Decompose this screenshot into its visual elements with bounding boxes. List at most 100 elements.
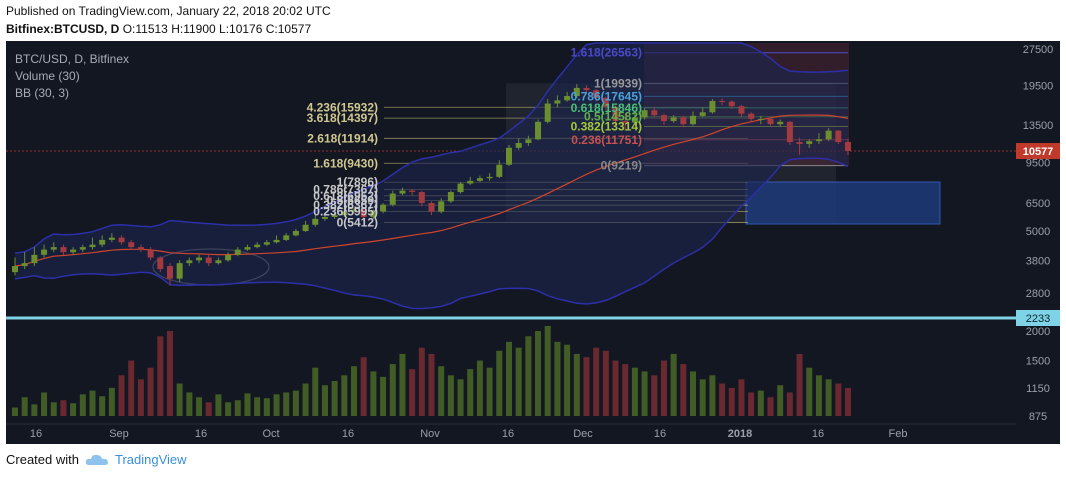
ohlc-high-prefix: H: (171, 22, 184, 36)
time-axis[interactable]: 16 Sep 16 Oct 16 Nov 16 Dec 16 2018 16 Feb (6, 423, 1016, 440)
volume-bar (660, 360, 667, 416)
candle-body (399, 190, 406, 194)
volume-bar (719, 383, 726, 416)
bb-lower-band (14, 157, 849, 310)
volume-bar (593, 347, 600, 416)
fib-extension-label: 0.786(7367) (313, 183, 378, 197)
volume-bar (467, 369, 474, 416)
candle-body (41, 249, 48, 255)
candle-body (486, 176, 493, 179)
volume-bar (89, 390, 96, 416)
candle-body (699, 112, 706, 116)
volume-bar (835, 383, 842, 416)
volume-bar (370, 371, 377, 416)
volume-bar (554, 341, 561, 416)
candle-body (573, 87, 580, 97)
candle-body (283, 235, 290, 240)
candle-body (31, 254, 38, 264)
volume-bar (699, 379, 706, 416)
bollinger-bands (14, 42, 849, 310)
candles (12, 84, 851, 286)
candle-body (583, 87, 590, 91)
candle-body (835, 130, 842, 143)
candle-body (535, 121, 542, 140)
price-axis[interactable]: 27500 19500 13500 9500 6500 5000 3800 2800 2000 1… (1016, 41, 1060, 444)
candle-body (225, 254, 232, 261)
price-tick-label: 6500 (1026, 198, 1050, 210)
symbol-ohlc-line: Bitfinex:BTCUSD, D O:11513 H:11900 L:101… (6, 22, 311, 36)
legend-volume: Volume (30) (15, 69, 80, 83)
candle-body (428, 202, 435, 212)
volume-bar (845, 387, 851, 416)
fib-retracement-label: 1(19939) (594, 76, 642, 90)
price-tick-label: 5000 (1026, 226, 1050, 238)
candle-body (273, 239, 280, 243)
fib-extension-label: 4.236(15932) (307, 100, 378, 114)
candle-body (641, 110, 648, 118)
candle-body (409, 190, 416, 193)
price-tick-label: 2800 (1026, 288, 1050, 300)
candle-body (70, 249, 77, 253)
candle-body (418, 192, 425, 203)
candle-body (544, 103, 551, 122)
candle-body (89, 244, 96, 248)
time-tick-label: 16 (30, 428, 42, 440)
candle-body (447, 192, 454, 202)
candle-body (389, 193, 396, 205)
bb-basis-ma (14, 114, 849, 267)
volume-bar (147, 367, 154, 416)
candle-body (244, 247, 251, 250)
price-chart[interactable]: 4.236(15932)3.618(14397) 2.618(11914) 1.61… (6, 41, 1060, 444)
volume-bar (254, 397, 261, 416)
tradingview-brand-link[interactable]: TradingView (114, 452, 187, 467)
last-price-tag (1016, 143, 1060, 160)
volume-bar (196, 397, 203, 416)
volume-bar (670, 353, 677, 416)
fib-extension-label: 0.5(6659) (327, 193, 378, 207)
volume-bar (622, 364, 629, 416)
volume-bar (60, 400, 67, 416)
volume-bar (709, 375, 716, 416)
candle-body (215, 260, 222, 264)
chart-panel[interactable]: 4.236(15932) 3.618(14397) 2.618(11914) 1.61… (6, 41, 1060, 444)
candle-body (690, 115, 697, 125)
volume-bar (544, 325, 551, 416)
fib-extension-label: 1.618(9430) (313, 156, 378, 170)
candle-body (321, 217, 328, 219)
volume-bars (12, 325, 851, 416)
candle-body (728, 101, 735, 107)
fib-extension-label: 1(7896) (337, 175, 378, 189)
candle-body (254, 244, 261, 248)
candle-body (709, 100, 716, 113)
footer-created-with: Created with TradingView (6, 452, 187, 467)
price-tick-label: 3800 (1026, 255, 1050, 267)
candle-body (806, 141, 813, 144)
fib-extension-label: 0.618(6952) (313, 189, 378, 203)
candle-body (234, 249, 241, 255)
volume-bar (486, 367, 493, 416)
volume-bar (283, 392, 290, 416)
candle-body (631, 117, 638, 123)
candle-body (166, 266, 173, 279)
ohlc-open: 11513 (135, 22, 168, 36)
candle-body (496, 164, 503, 177)
candle-body (302, 224, 309, 231)
volume-bar (418, 347, 425, 416)
candle-body (786, 121, 793, 143)
price-tick-label: 9500 (1026, 157, 1050, 169)
volume-bar (50, 402, 57, 416)
candle-body (12, 266, 18, 273)
time-tick-label: 2018 (728, 428, 752, 440)
volume-bar (515, 347, 522, 416)
volume-bar (244, 393, 251, 416)
volume-bar (273, 394, 280, 416)
volume-bar (321, 385, 328, 416)
time-tick-label: 16 (195, 428, 207, 440)
fib-retracement-label: 0.382(13314) (571, 119, 642, 133)
volume-bar (505, 341, 512, 416)
volume-bar (380, 376, 387, 416)
candle-body (680, 117, 687, 125)
volume-bar (12, 407, 18, 416)
hline-label: 2233 (1026, 313, 1050, 325)
candle-body (505, 147, 512, 165)
